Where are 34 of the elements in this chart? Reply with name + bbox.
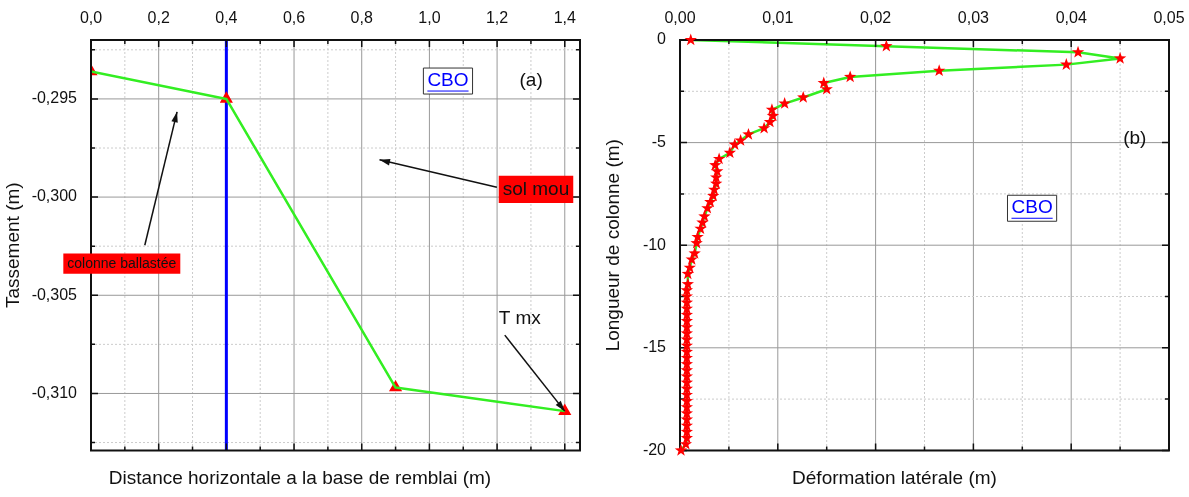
annotation: CBO	[427, 69, 469, 91]
annotation: colonne ballastée	[67, 254, 177, 271]
y-tick-label: -0,295	[31, 89, 78, 107]
y-tick-label: -10	[642, 235, 667, 253]
x-tick-label: 1,0	[418, 8, 441, 26]
y-tick-label: -20	[642, 440, 667, 458]
annotation: T mx	[498, 307, 542, 329]
y-tick-label: -15	[642, 338, 667, 356]
x-axis-title: Distance horizontale a la base de remblai (m)	[107, 467, 493, 489]
x-tick-label: 0,2	[147, 8, 170, 26]
annotation: (a)	[519, 69, 543, 91]
x-tick-label: 0,0	[79, 8, 103, 26]
y-axis-title: Longueur de colonne (m)	[601, 139, 623, 352]
x-tick-label: 0,6	[282, 8, 306, 26]
y-tick-label: -0,305	[31, 285, 78, 303]
annotation: (b)	[1123, 126, 1147, 148]
y-axis-title: Tassement (m)	[1, 182, 23, 309]
y-tick-label: -5	[651, 133, 667, 151]
x-tick-label: 0,04	[1055, 8, 1087, 26]
y-tick-label: -0,300	[31, 187, 78, 205]
x-tick-label: 0,05	[1153, 8, 1185, 26]
x-tick-label: 0,4	[215, 8, 238, 26]
x-tick-label: 0,8	[350, 8, 373, 26]
x-tick-label: 1,4	[553, 8, 576, 26]
annotation: CBO	[1011, 196, 1053, 218]
x-tick-label: 0,00	[664, 8, 696, 26]
y-tick-label: -0,310	[31, 383, 78, 401]
annotation: sol mou	[502, 177, 570, 199]
y-tick-label: 0	[657, 30, 667, 48]
x-tick-label: 0,01	[762, 8, 794, 26]
x-axis-title: Déformation latérale (m)	[791, 467, 998, 489]
x-tick-label: 0,03	[957, 8, 990, 26]
x-tick-label: 1,2	[485, 8, 509, 26]
x-tick-label: 0,02	[860, 8, 892, 26]
